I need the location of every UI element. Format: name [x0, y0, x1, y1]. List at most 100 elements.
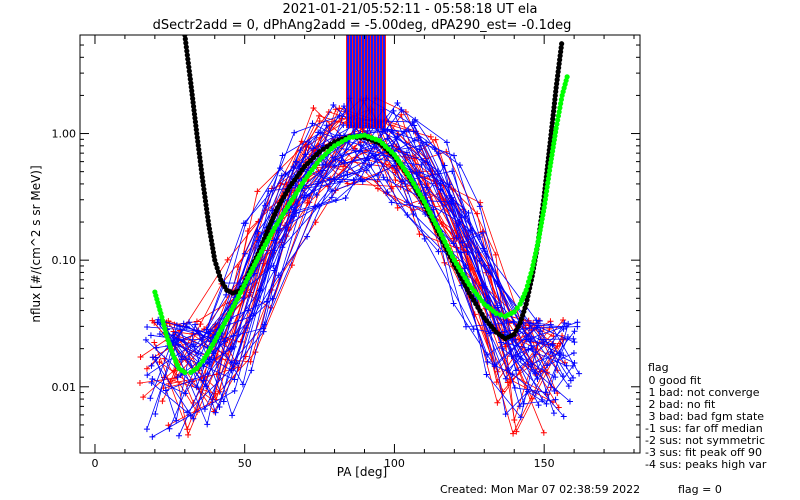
flux-point — [291, 206, 298, 213]
fit-point — [208, 234, 214, 240]
flux-point — [155, 316, 162, 323]
flux-point — [491, 361, 498, 368]
fit-point — [511, 331, 517, 337]
y-axis-label: nflux [#/(cm^2 s sr MeV)] — [29, 165, 43, 322]
flux-point — [527, 320, 534, 327]
flux-point — [421, 235, 428, 242]
flux-point — [224, 256, 231, 263]
fit-point — [555, 117, 561, 123]
fit-point — [558, 45, 564, 51]
flux-point — [229, 412, 236, 419]
flux-point — [416, 169, 423, 176]
flux-point — [165, 422, 172, 429]
flux-point — [323, 122, 330, 129]
legend-item: 3 bad: bad fgm state — [645, 410, 764, 423]
flux-point — [432, 136, 439, 143]
fit-layer — [152, 35, 570, 375]
fit-point — [548, 160, 554, 166]
fit-point — [205, 218, 211, 224]
flux-point — [392, 169, 399, 176]
fit-point — [552, 129, 559, 135]
flux-point — [297, 147, 304, 154]
fit-point — [194, 130, 200, 137]
flux-point — [173, 417, 180, 424]
flux-trace — [177, 109, 543, 401]
fit-point — [197, 154, 203, 160]
flux-point — [165, 317, 172, 324]
flux-point — [543, 400, 550, 407]
flux-point — [513, 367, 520, 374]
x-tick-label: 150 — [534, 457, 555, 470]
flux-point — [401, 128, 408, 135]
fit-point — [188, 80, 194, 86]
fit-point — [194, 365, 200, 371]
flux-point — [213, 371, 220, 378]
legend-item: 2 bad: no fit — [645, 398, 716, 411]
flux-point — [532, 368, 539, 375]
flux-point — [563, 362, 570, 369]
flux-point — [463, 244, 470, 251]
flux-point — [416, 231, 423, 238]
fit-point — [524, 297, 530, 303]
flux-point — [340, 163, 347, 170]
flux-point — [457, 249, 464, 256]
flux-point — [571, 339, 578, 346]
flux-point — [552, 374, 559, 381]
flux-point — [304, 233, 311, 240]
fit-point — [182, 36, 188, 42]
flux-point — [470, 326, 477, 333]
flux-point — [344, 171, 351, 178]
flux-point — [174, 374, 181, 381]
scatter-layer — [136, 35, 583, 440]
fit-point — [556, 61, 562, 67]
flux-point — [456, 162, 463, 169]
flux-point — [249, 312, 256, 319]
flux-point — [296, 163, 303, 170]
flux-point — [240, 220, 247, 227]
fit-point — [215, 269, 221, 275]
flux-point — [574, 319, 581, 326]
flux-point — [467, 227, 474, 234]
flux-point — [278, 172, 285, 179]
fit-point — [554, 81, 560, 87]
fit-point — [194, 134, 200, 141]
fit-point — [511, 309, 517, 315]
fit-point — [210, 245, 216, 251]
flux-point — [529, 346, 536, 353]
fit-point — [324, 144, 330, 150]
fit-point — [543, 192, 549, 198]
flux-point — [197, 321, 204, 328]
flux-point — [254, 188, 261, 195]
flux-point — [342, 195, 349, 202]
fit-point — [513, 327, 519, 334]
fit-point — [186, 64, 192, 70]
flux-point — [329, 188, 336, 195]
flux-point — [265, 188, 272, 195]
fit-point — [557, 105, 563, 111]
flux-point — [136, 380, 143, 387]
flux-point — [221, 338, 228, 345]
fit-point — [206, 222, 212, 228]
fit-point — [214, 265, 220, 271]
fit-point — [198, 162, 204, 168]
flux-point — [570, 374, 577, 381]
flux-point — [231, 376, 238, 383]
flux-point — [526, 325, 533, 332]
flux-point — [223, 291, 230, 298]
flux-point — [331, 176, 338, 183]
flux-point — [411, 137, 418, 144]
flux-point — [502, 411, 509, 418]
flux-point — [207, 328, 214, 335]
flux-point — [149, 317, 156, 324]
flux-point — [384, 189, 391, 196]
legend-item: -3 sus: fit peak off 90 — [645, 446, 762, 459]
fit-point — [203, 202, 209, 208]
fit-point — [316, 149, 323, 155]
fit-point — [550, 116, 556, 122]
flux-point — [508, 353, 515, 360]
flux-point — [172, 329, 179, 336]
flux-trace — [172, 99, 539, 406]
flux-point — [402, 180, 409, 187]
fit-point — [203, 206, 210, 212]
flux-point — [330, 102, 337, 109]
